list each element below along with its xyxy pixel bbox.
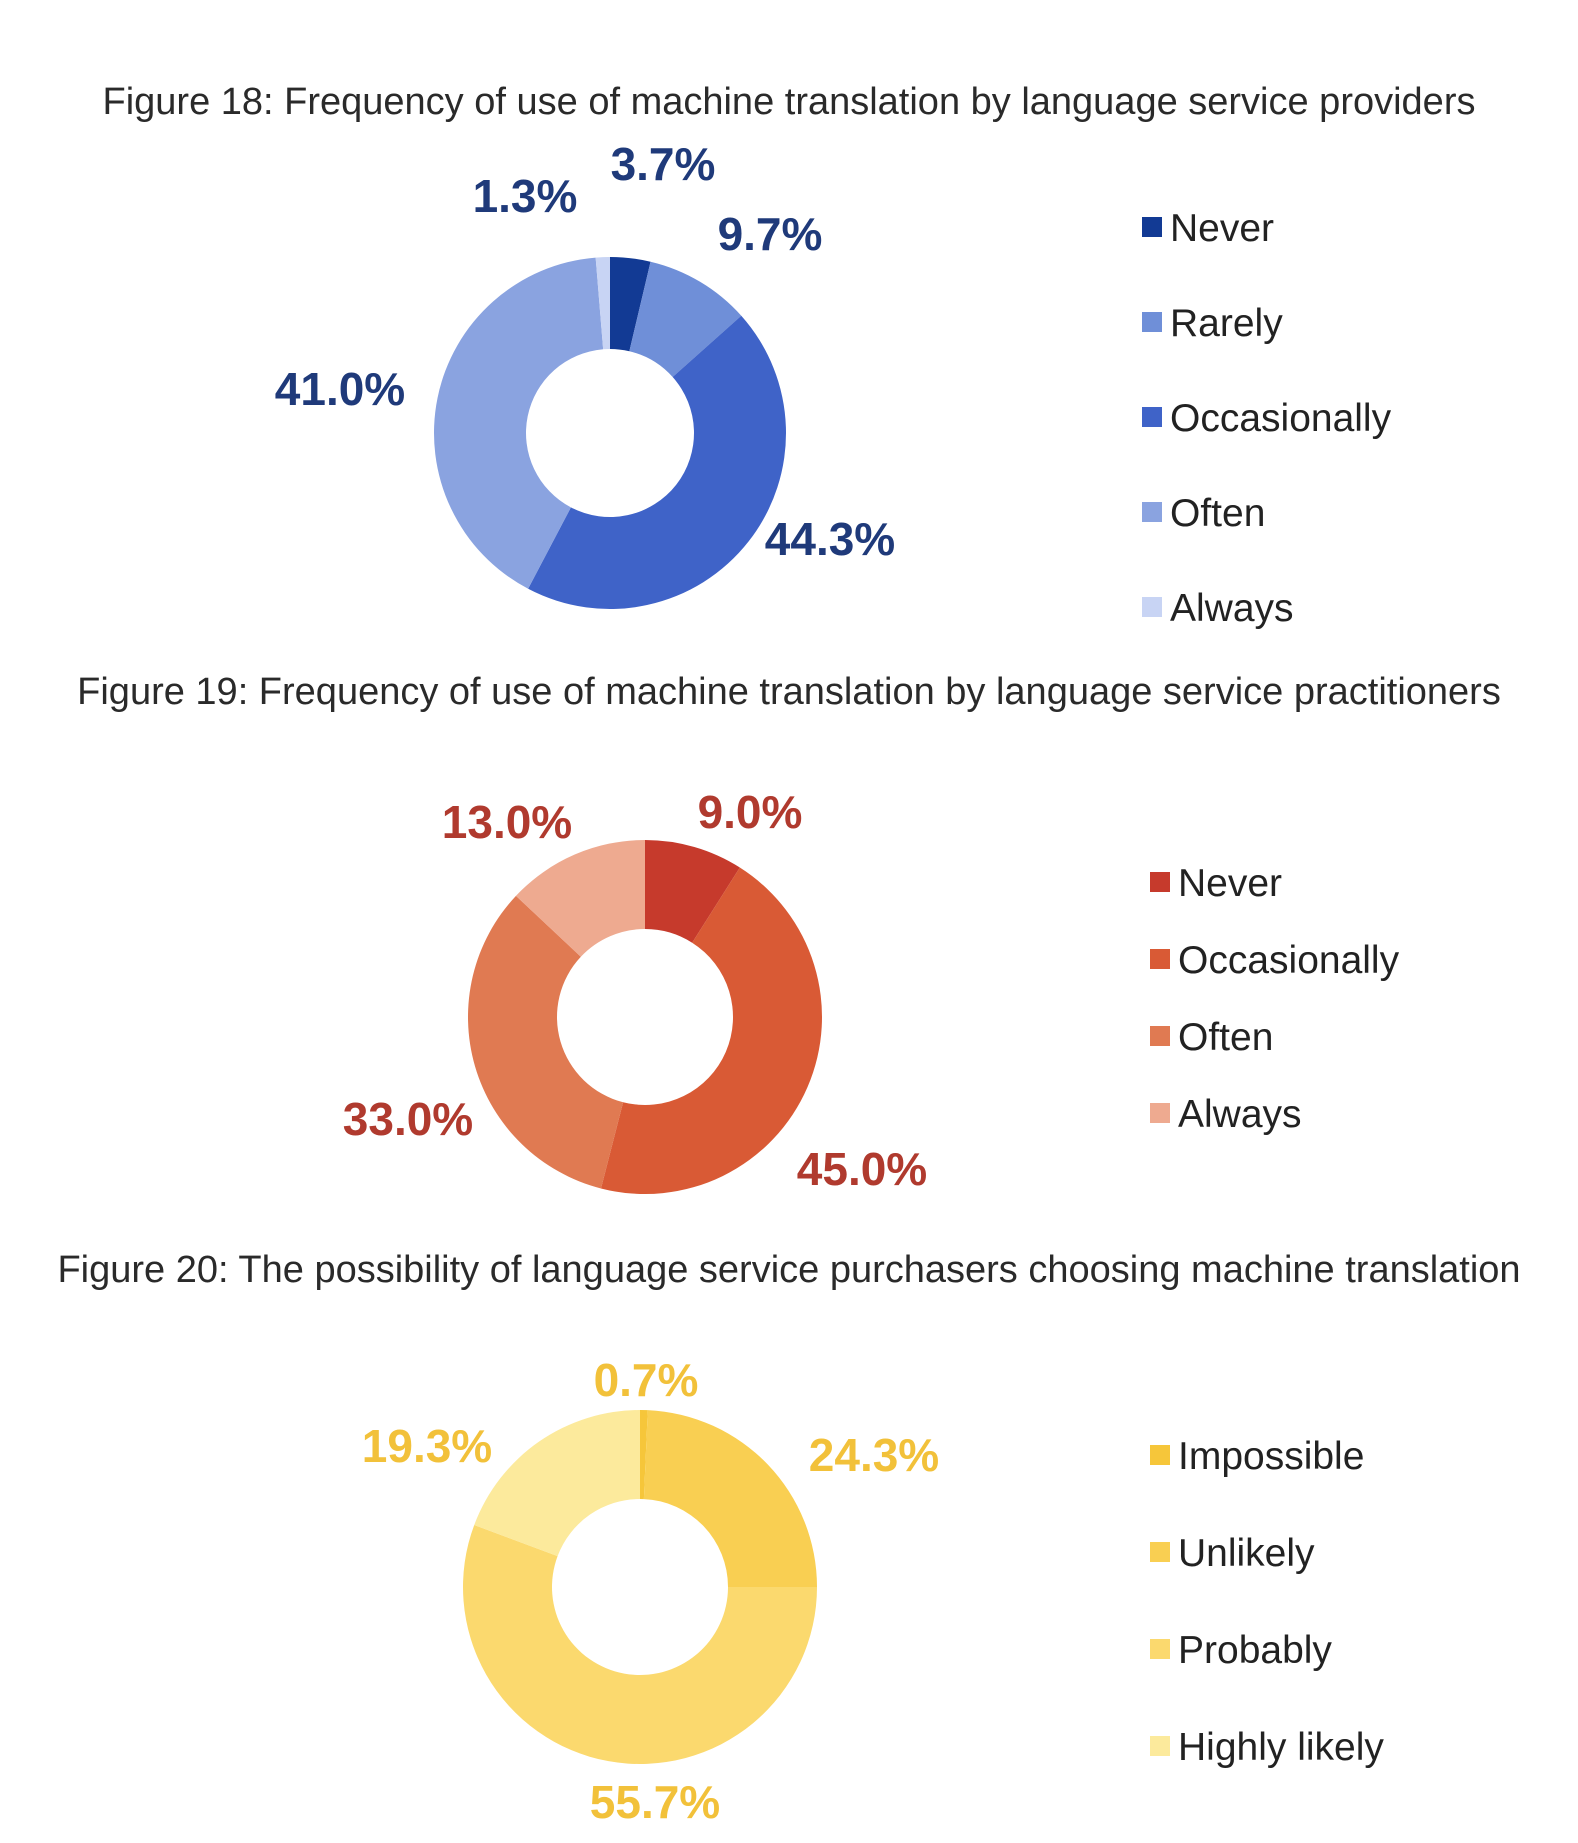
legend-swatch bbox=[1150, 949, 1170, 969]
figure-19-title: Figure 19: Frequency of use of machine t… bbox=[77, 671, 1501, 713]
figure-20-title: Figure 20: The possibility of language s… bbox=[57, 1249, 1521, 1291]
data-label: 55.7% bbox=[590, 1776, 720, 1828]
data-label: 24.3% bbox=[809, 1429, 939, 1481]
legend-entry: Always bbox=[1178, 1093, 1302, 1136]
legend-swatch bbox=[1142, 407, 1162, 427]
figure-18-title: Figure 18: Frequency of use of machine t… bbox=[102, 81, 1476, 123]
legend-swatch bbox=[1142, 502, 1162, 522]
legend-swatch bbox=[1150, 1026, 1170, 1046]
legend-swatch bbox=[1150, 1542, 1170, 1562]
legend-swatch bbox=[1150, 1103, 1170, 1123]
legend-swatch bbox=[1142, 597, 1162, 617]
legend-entry: Rarely bbox=[1170, 302, 1283, 345]
data-label: 9.7% bbox=[718, 208, 823, 260]
donut-slice-probably bbox=[463, 1524, 817, 1764]
figure-20-donut-chart: 0.7% Impossible 24.3% Unlikely 55.7% Probably… bbox=[362, 1354, 1385, 1828]
donut-slice-always bbox=[595, 257, 610, 350]
legend-swatch bbox=[1142, 217, 1162, 237]
data-label: 0.7% bbox=[594, 1354, 699, 1406]
figure-19-donut-chart: 9.0% Never 45.0% Occasionally 33.0% Often 13.0… bbox=[343, 786, 1400, 1195]
donut-slice-always bbox=[515, 840, 645, 957]
data-label: 9.0% bbox=[698, 786, 803, 838]
data-label: 44.3% bbox=[765, 513, 895, 565]
legend-entry: Impossible bbox=[1178, 1435, 1364, 1478]
legend-entry: Unlikely bbox=[1178, 1532, 1315, 1575]
data-label: 45.0% bbox=[797, 1143, 927, 1195]
legend-entry: Often bbox=[1170, 492, 1265, 535]
donut-slice-occasionally bbox=[600, 867, 822, 1194]
donut-slice-often bbox=[434, 257, 604, 589]
data-label: 3.7% bbox=[611, 138, 716, 190]
legend-entry: Occasionally bbox=[1170, 397, 1392, 440]
legend-entry: Never bbox=[1170, 207, 1274, 250]
legend-swatch bbox=[1150, 1639, 1170, 1659]
data-label: 13.0% bbox=[442, 796, 572, 848]
donut-slice-never bbox=[610, 257, 651, 352]
donut-slice-occasionally bbox=[528, 315, 786, 609]
legend-entry: Often bbox=[1178, 1016, 1273, 1059]
legend-entry: Never bbox=[1178, 862, 1282, 905]
legend-entry: Probably bbox=[1178, 1629, 1332, 1672]
donut-slice-often bbox=[467, 895, 624, 1189]
donut-slice-rarely bbox=[629, 261, 742, 378]
donut-slice-impossible bbox=[640, 1410, 648, 1500]
donut-slice-never bbox=[645, 840, 740, 943]
data-label: 41.0% bbox=[275, 363, 405, 415]
data-label: 33.0% bbox=[343, 1093, 473, 1145]
legend-entry: Highly likely bbox=[1178, 1726, 1384, 1769]
legend-swatch bbox=[1150, 872, 1170, 892]
donut-slice-unlikely bbox=[643, 1410, 817, 1587]
legend-entry: Occasionally bbox=[1178, 939, 1400, 982]
legend-swatch bbox=[1150, 1445, 1170, 1465]
legend-entry: Always bbox=[1170, 587, 1294, 630]
data-label: 1.3% bbox=[473, 170, 578, 222]
figure-18-donut-chart: 3.7% Never 9.7% Rarely 44.3% Occasionally 41.0… bbox=[275, 138, 1392, 630]
data-label: 19.3% bbox=[362, 1420, 492, 1472]
donut-slice-highly-likely bbox=[474, 1410, 640, 1557]
legend-swatch bbox=[1142, 312, 1162, 332]
legend-swatch bbox=[1150, 1736, 1170, 1756]
